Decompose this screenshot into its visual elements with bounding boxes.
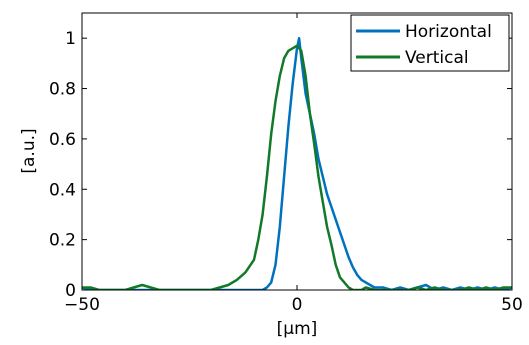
legend-label-horizontal: Horizontal <box>405 22 492 42</box>
x-tick-label: −50 <box>64 295 100 315</box>
series-layer <box>82 36 512 290</box>
y-tick-label: 0.8 <box>49 80 76 100</box>
series-line-horizontal <box>82 36 512 290</box>
y-tick-label: 0 <box>65 281 76 301</box>
y-tick-label: 0.6 <box>49 130 76 150</box>
y-tick-label: 0.2 <box>49 231 76 251</box>
y-tick-label: 0.4 <box>49 180 76 200</box>
y-tick-label: 1 <box>65 29 76 49</box>
legend-box <box>350 14 510 72</box>
legend-label-vertical: Vertical <box>405 48 469 68</box>
x-tick-label: 50 <box>501 295 523 315</box>
x-tick-label: 0 <box>292 295 303 315</box>
legend: Horizontal Vertical <box>350 14 510 72</box>
series-line-vertical <box>82 44 512 290</box>
y-axis-label: [a.u.] <box>19 128 39 173</box>
x-axis-label: [µm] <box>277 319 318 339</box>
